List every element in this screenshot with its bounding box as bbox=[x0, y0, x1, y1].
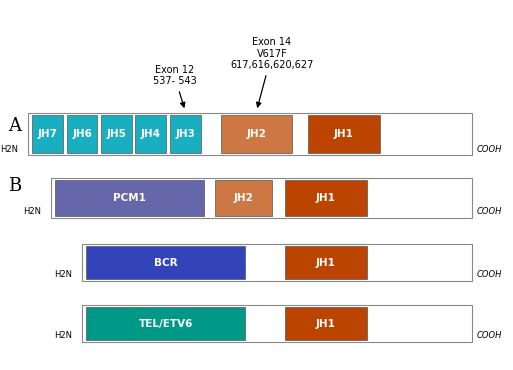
Text: JH1: JH1 bbox=[334, 129, 353, 139]
Bar bbox=[135, 115, 166, 153]
Text: H2N: H2N bbox=[54, 332, 72, 340]
Text: COOH: COOH bbox=[477, 270, 502, 279]
Bar bbox=[285, 246, 367, 279]
Text: H2N: H2N bbox=[0, 145, 18, 154]
Text: COOH: COOH bbox=[477, 145, 502, 154]
Text: PCM1: PCM1 bbox=[113, 193, 146, 203]
Bar bbox=[67, 115, 97, 153]
Bar bbox=[51, 178, 472, 218]
Text: JH2: JH2 bbox=[234, 193, 253, 203]
Text: JH3: JH3 bbox=[175, 129, 195, 139]
Text: COOH: COOH bbox=[477, 332, 502, 340]
Text: JH2: JH2 bbox=[247, 129, 266, 139]
Bar bbox=[101, 115, 132, 153]
Text: Exon 12
537- 543: Exon 12 537- 543 bbox=[152, 65, 196, 107]
Text: Exon 14
V617F
617,616,620,627: Exon 14 V617F 617,616,620,627 bbox=[230, 37, 313, 107]
Bar bbox=[308, 115, 380, 153]
Bar bbox=[215, 180, 272, 216]
Text: BCR: BCR bbox=[154, 258, 177, 268]
Text: JH7: JH7 bbox=[38, 129, 57, 139]
Bar bbox=[86, 307, 245, 340]
Bar bbox=[28, 113, 472, 155]
Bar bbox=[170, 115, 201, 153]
Bar bbox=[86, 246, 245, 279]
Bar bbox=[82, 244, 472, 281]
Bar bbox=[55, 180, 204, 216]
Bar bbox=[285, 180, 367, 216]
Text: JH5: JH5 bbox=[107, 129, 126, 139]
Bar bbox=[285, 307, 367, 340]
Text: JH1: JH1 bbox=[316, 319, 336, 329]
Bar bbox=[221, 115, 292, 153]
Text: B: B bbox=[8, 177, 21, 195]
Text: H2N: H2N bbox=[54, 270, 72, 279]
Text: TEL/ETV6: TEL/ETV6 bbox=[139, 319, 193, 329]
Text: JH4: JH4 bbox=[141, 129, 161, 139]
Text: A: A bbox=[8, 117, 21, 135]
Text: JH1: JH1 bbox=[316, 258, 336, 268]
Text: COOH: COOH bbox=[477, 208, 502, 216]
Text: JH6: JH6 bbox=[72, 129, 92, 139]
Bar bbox=[32, 115, 63, 153]
Text: H2N: H2N bbox=[23, 208, 41, 216]
Text: JH1: JH1 bbox=[316, 193, 336, 203]
Bar bbox=[82, 305, 472, 342]
